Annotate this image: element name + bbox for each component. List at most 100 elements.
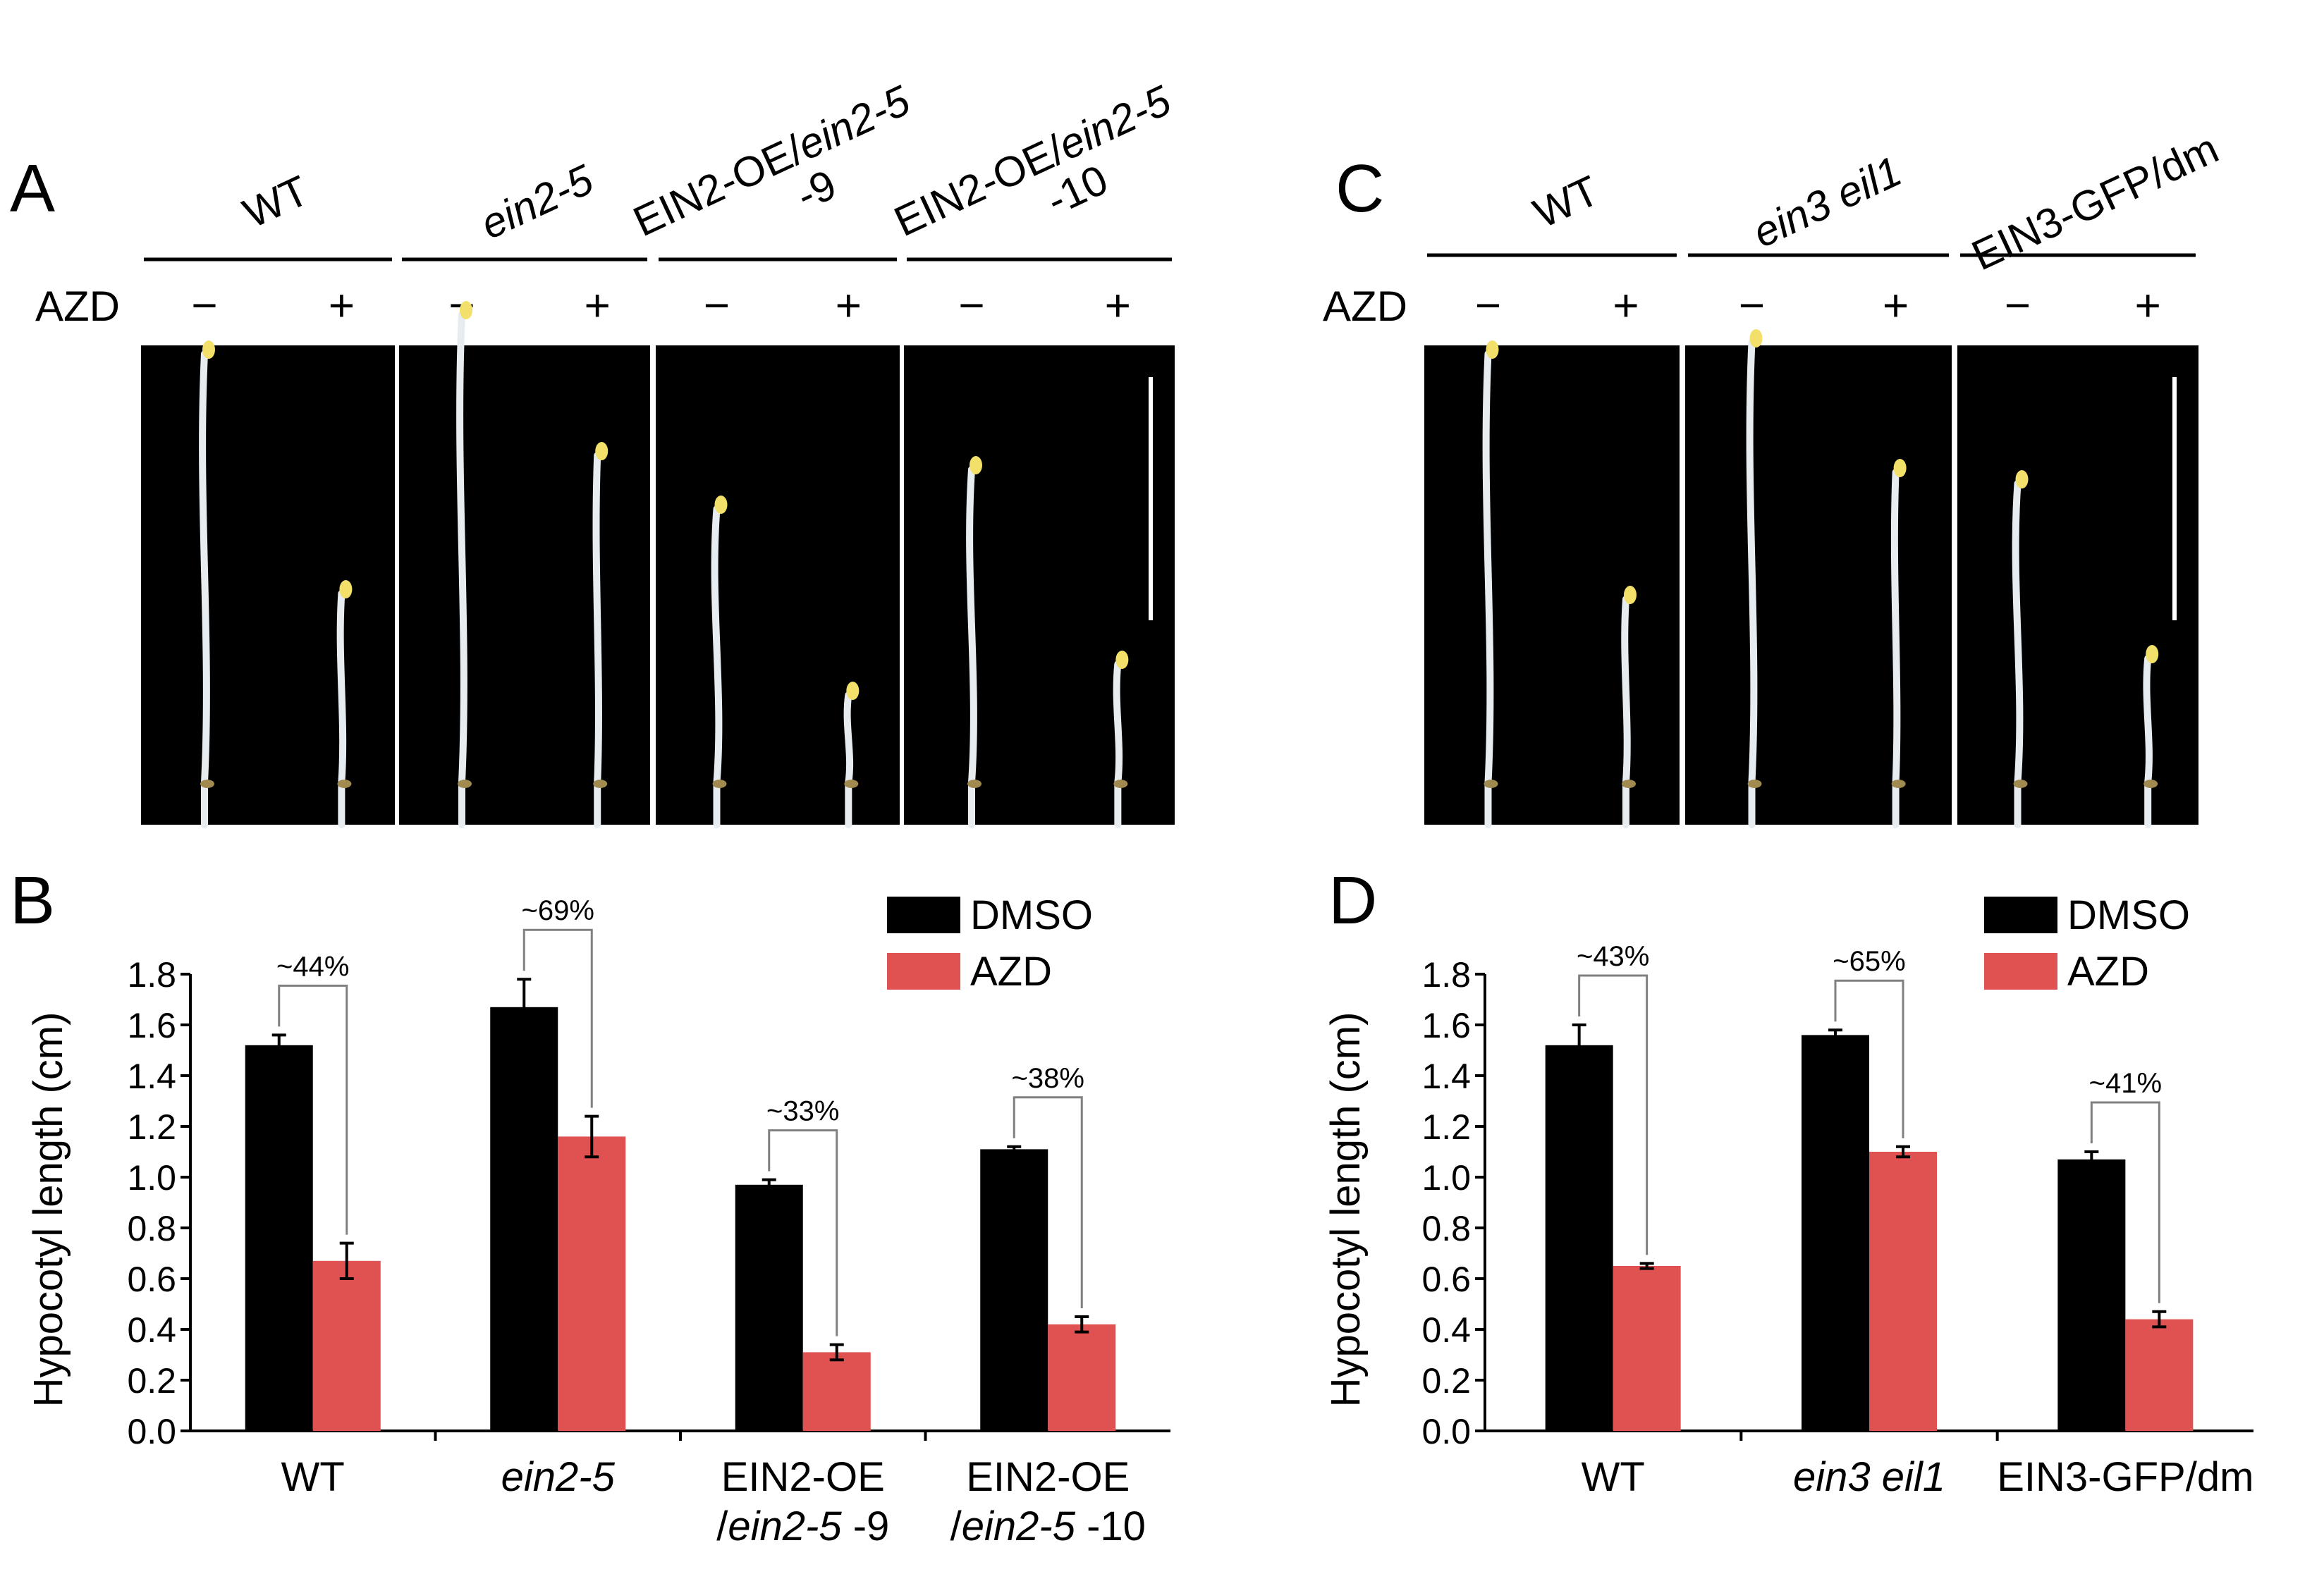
azd-minus-sign: − — [1739, 280, 1765, 331]
reduction-label: ~38% — [1012, 1063, 1084, 1094]
genotype-header-line: ein2-5 — [474, 156, 601, 248]
seedling-hypocotyl — [711, 505, 723, 828]
text-span: / — [716, 1504, 728, 1549]
seedling-hypocotyl — [1746, 339, 1758, 828]
text-span: -10 — [1075, 1504, 1146, 1549]
y-tick-label: 1.6 — [127, 1006, 176, 1045]
azd-minus-sign: − — [2005, 280, 2031, 331]
panel-letter-c: C — [1335, 151, 1384, 226]
y-tick-label: 0.2 — [127, 1361, 176, 1401]
panel-b: B 0.0 0.2 0.4 0.6 0.8 1.0 1.2 1.4 1.6 1.8 Hypocoty… — [10, 863, 1170, 1549]
text-span: WT — [1527, 166, 1606, 237]
bar-dmso — [1802, 1035, 1869, 1431]
seedling-hypocotyl — [2143, 655, 2153, 828]
bar-chart-b: 0.0 0.2 0.4 0.6 0.8 1.0 1.2 1.4 1.6 1.8 Hypocotyl … — [25, 892, 1170, 1549]
seedling-cotyledon — [595, 442, 608, 460]
seedling-seed-coat — [712, 780, 727, 788]
y-axis-label: Hypocotyl length (cm) — [25, 1012, 71, 1408]
seedling-cotyledon — [1623, 586, 1637, 604]
legend-label-dmso: DMSO — [2067, 892, 2190, 938]
bar-dmso — [245, 1045, 313, 1431]
text-span: ein2-5 — [728, 1504, 842, 1549]
reduction-bracket — [1834, 979, 1904, 1138]
bar-azd — [1869, 1152, 1937, 1431]
azd-minus-sign: − — [191, 280, 217, 331]
genotype-header-line: EIN2-OE/ein2-5 — [887, 76, 1178, 245]
seedling-hypocotyl — [1113, 660, 1123, 828]
seedling-seed-coat — [1484, 780, 1498, 788]
seedling-seed-coat — [1113, 780, 1128, 788]
text-span: / — [950, 1504, 962, 1549]
bar-azd — [2125, 1319, 2194, 1431]
seedling-cotyledon — [970, 456, 982, 474]
seedling-seed-coat — [967, 780, 981, 788]
text-span: ein2-5 — [501, 1454, 616, 1500]
seedling-seed-coat — [2013, 780, 2028, 788]
reduction-bracket — [2090, 1101, 2160, 1303]
reduction-bracket — [768, 1129, 838, 1336]
x-tick-label: EIN2-OE — [721, 1454, 885, 1500]
seedling-cotyledon — [846, 682, 860, 700]
panel-a: A AZD WT−+ein2-5−+EIN2-OE/ein2-5-9−+EIN2… — [10, 76, 1178, 828]
genotype-header: WT — [1527, 166, 1606, 237]
y-tick-label: 0.4 — [127, 1310, 176, 1350]
text-span: WT — [281, 1454, 345, 1500]
x-tick-label: WT — [281, 1454, 345, 1500]
panel-c: C AZD WT− +ein3 eil1− +EIN3-GFP/dm− + — [1323, 124, 2225, 828]
panel-letter-a: A — [10, 151, 55, 226]
x-tick-label: EIN2-OE — [966, 1454, 1130, 1500]
seedling-cotyledon — [1115, 651, 1129, 669]
azd-plus-sign: + — [2134, 280, 2160, 331]
legend-label-azd: AZD — [970, 949, 1052, 995]
seedling-photos-c — [1424, 329, 2198, 828]
reduction-label: ~69% — [522, 895, 594, 926]
genotype-header: WT — [236, 166, 316, 237]
seedling-hypocotyl — [592, 452, 602, 828]
seedling-seed-coat — [1747, 780, 1762, 788]
seedling-cotyledon — [460, 301, 472, 319]
seedling-hypocotyl — [843, 691, 854, 828]
reduction-bracket — [522, 928, 593, 1108]
treatment-label-c: AZD — [1323, 283, 1407, 330]
seedling-seed-coat — [593, 780, 608, 788]
seedling-cotyledon — [202, 340, 215, 359]
x-tick-label: WT — [1582, 1454, 1645, 1500]
seedling-hypocotyl — [1890, 469, 1901, 828]
seedling-photos-a — [141, 301, 1175, 828]
seedling-hypocotyl — [1482, 350, 1494, 828]
bar-chart-d: 0.0 0.2 0.4 0.6 0.8 1.0 1.2 1.4 1.6 1.8 Hypocotyl … — [1323, 892, 2253, 1500]
azd-minus-sign: − — [704, 280, 730, 331]
seedling-photo — [1424, 345, 1680, 825]
seedling-photo — [1685, 345, 1952, 825]
y-tick-label: 1.0 — [1421, 1158, 1471, 1198]
azd-plus-sign: + — [585, 280, 611, 331]
text-span: ein2-5 — [474, 156, 601, 248]
genotype-header-line: EIN2-OE/ein2-5 — [626, 76, 917, 245]
reduction-label: ~65% — [1833, 946, 1905, 977]
bar-dmso — [735, 1184, 803, 1431]
seedling-cotyledon — [1486, 340, 1499, 359]
bar-azd — [802, 1352, 871, 1431]
seedling-seed-coat — [844, 780, 859, 788]
legend-swatch-dmso — [1984, 897, 2057, 933]
reduction-label: ~33% — [766, 1096, 839, 1127]
seedling-cotyledon — [1893, 459, 1907, 477]
panel-d: D 0.0 0.2 0.4 0.6 0.8 1.0 1.2 1.4 1.6 1.8 Hypocoty… — [1323, 863, 2253, 1500]
y-tick-label: 0.2 — [1421, 1361, 1471, 1401]
reduction-bracket — [278, 984, 348, 1235]
seedling-hypocotyl — [2012, 480, 2024, 828]
reduction-label: ~41% — [2089, 1068, 2162, 1099]
x-tick-label: /ein2-5 -9 — [716, 1504, 889, 1549]
azd-plus-sign: + — [329, 280, 355, 331]
bar-dmso — [2057, 1159, 2126, 1431]
text-span: ein2-5 — [1051, 76, 1178, 168]
y-tick-label: 0.8 — [1421, 1209, 1471, 1248]
bar-dmso — [1545, 1045, 1613, 1431]
treatment-label-a: AZD — [35, 283, 120, 330]
text-span: EIN2-OE/ — [626, 126, 810, 245]
bar-azd — [1613, 1266, 1681, 1431]
x-tick-label: /ein2-5 -10 — [950, 1504, 1146, 1549]
genotype-header-line: WT — [236, 166, 316, 237]
x-tick-label: EIN3-GFP/dm — [1997, 1454, 2253, 1500]
text-span: EIN3-GFP/dm — [1997, 1454, 2253, 1500]
